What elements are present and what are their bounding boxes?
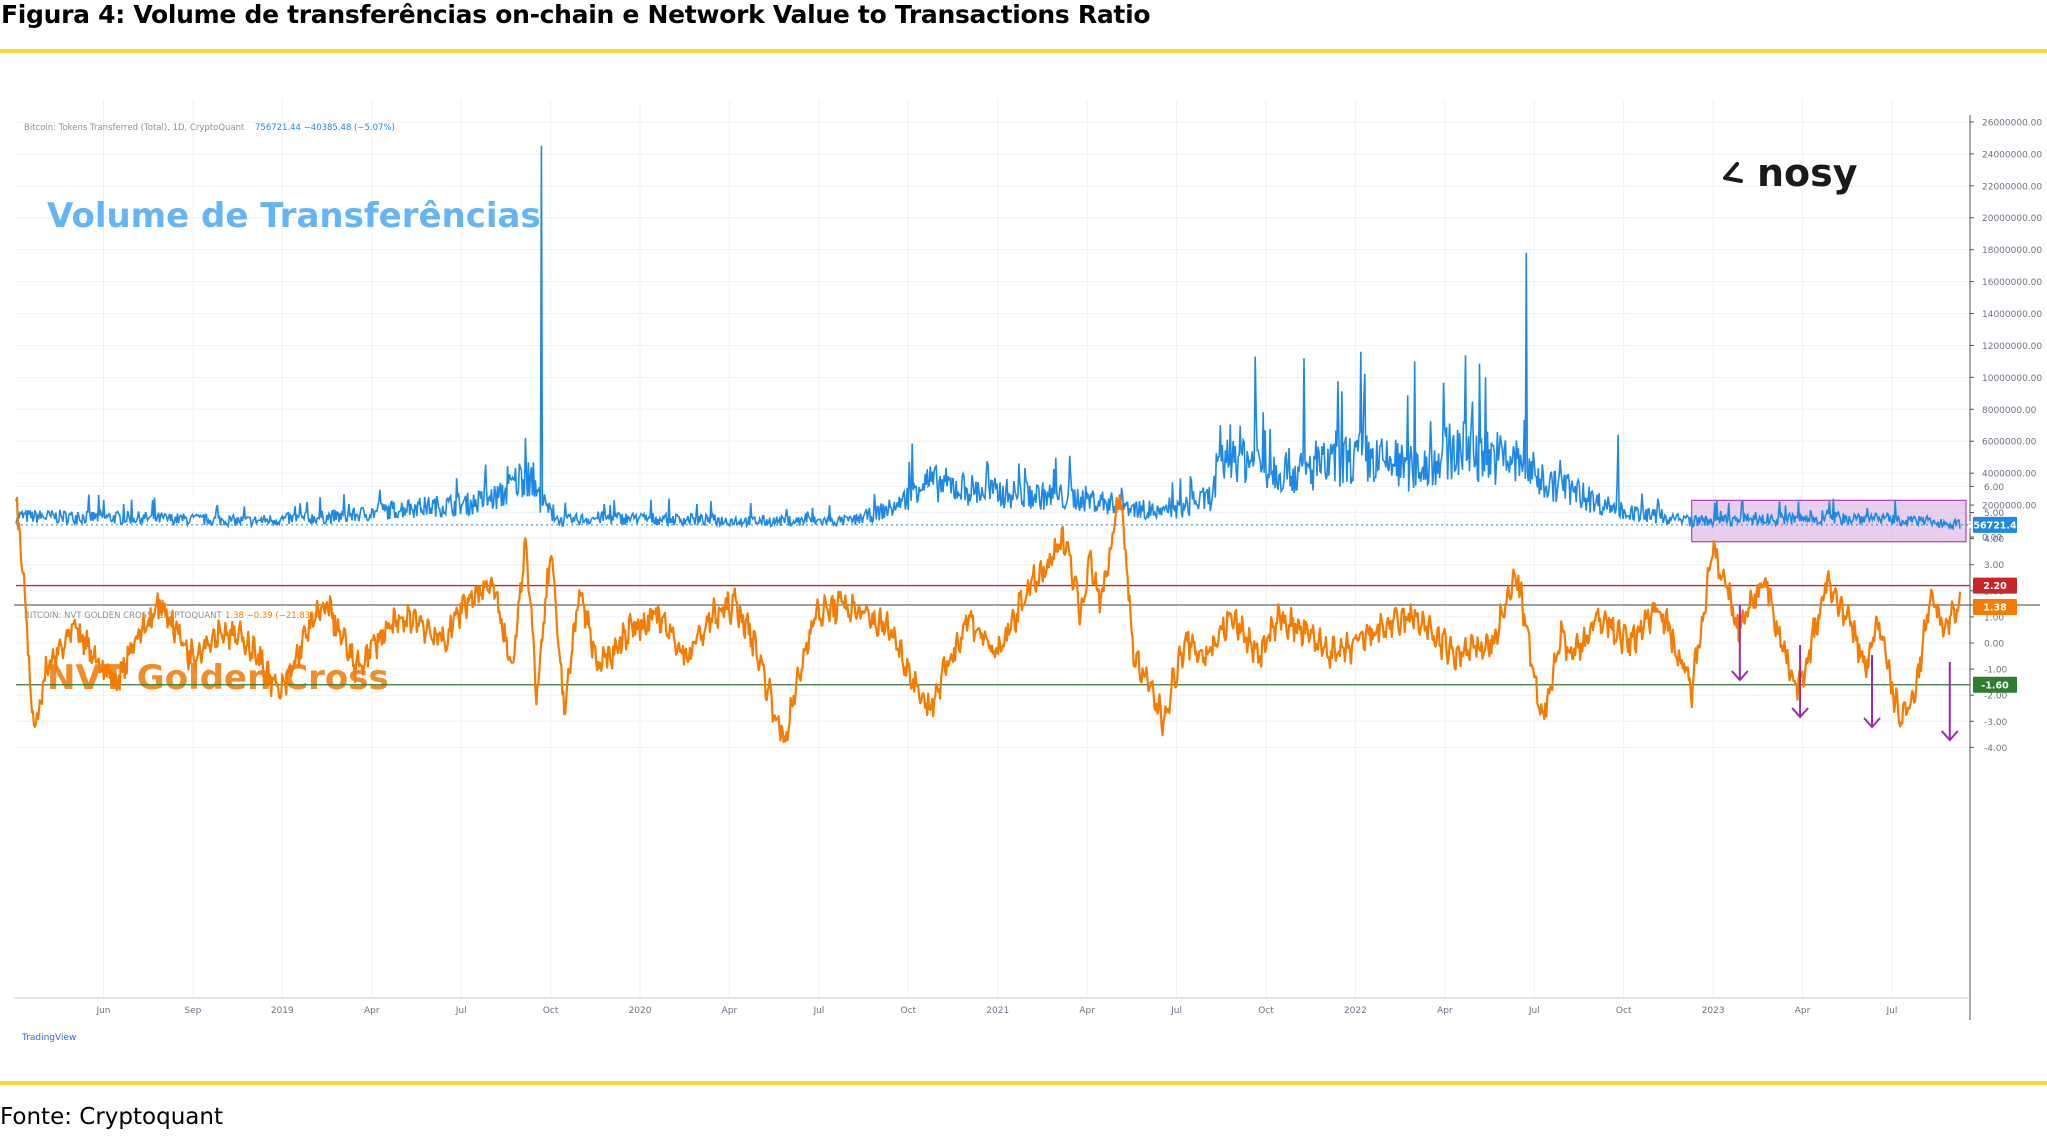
- nosy-logo: nosy: [1723, 151, 1858, 195]
- nvt-axis-tick-label: 1.00: [1984, 613, 2004, 623]
- nvt-last-badge-text: 1.38: [1983, 602, 2007, 613]
- nvt-axis-tick-label: -2.00: [1984, 692, 2008, 702]
- time-axis-tick-label: Jul: [1886, 1006, 1898, 1016]
- volume-axis-tick-label: 12000000.00: [1982, 342, 2042, 352]
- nvt-axis-tick-label: -3.00: [1984, 718, 2008, 728]
- nvt-axis-tick-label: -1.00: [1984, 666, 2008, 676]
- time-axis-tick-label: 2022: [1344, 1006, 1367, 1016]
- time-axis-tick-label: Jul: [1170, 1006, 1182, 1016]
- signal-arrow-head: [1791, 707, 1809, 719]
- volume-axis-tick-label: 20000000.00: [1982, 214, 2042, 224]
- tradingview-watermark: TradingView: [21, 1033, 76, 1043]
- volume-axis-tick-label: 6000000.00: [1982, 438, 2037, 448]
- volume-axis-tick-label: 14000000.00: [1982, 310, 2042, 320]
- lower-threshold-badge-text: -1.60: [1981, 680, 2009, 691]
- volume-axis-tick-label: 10000000.00: [1982, 374, 2042, 384]
- signal-arrow-head: [1863, 717, 1881, 729]
- volume-axis-tick-label: 24000000.00: [1982, 150, 2042, 160]
- time-axis-tick-label: Sep: [184, 1006, 201, 1016]
- volume-axis-ticks: 0.00 2000000.00 4000000.00 6000000.00 800000…: [1970, 118, 2042, 544]
- signal-arrow-head: [1731, 670, 1749, 682]
- time-axis-tick-label: Oct: [1616, 1006, 1632, 1016]
- nvt-axis-tick-label: 6.00: [1984, 483, 2004, 493]
- bottom-divider: [0, 1081, 2047, 1085]
- top-divider: [0, 49, 2047, 53]
- volume-axis-tick-label: 8000000.00: [1982, 406, 2037, 416]
- nvt-axis-tick-label: 3.00: [1984, 561, 2004, 571]
- nvt-axis-tick-label: 0.00: [1984, 640, 2004, 650]
- volume-axis-tick-label: 22000000.00: [1982, 182, 2042, 192]
- chart-panel: Bitcoin: Tokens Transferred (Total), 1D,…: [14, 100, 2042, 1043]
- time-axis-tick-label: Apr: [1437, 1006, 1453, 1016]
- volume-last-badge-text: 756721.44: [1967, 520, 2024, 531]
- time-axis-tick-label: Jun: [95, 1006, 110, 1016]
- time-axis-tick-label: 2020: [629, 1006, 652, 1016]
- signal-arrows: [1731, 605, 1959, 742]
- nosy-logo-icon: [1723, 162, 1743, 183]
- volume-last-badge-bg: [1973, 516, 2017, 533]
- volume-legend: Bitcoin: Tokens Transferred (Total), 1D,…: [24, 123, 245, 133]
- time-axis-tick-label: Jul: [455, 1006, 467, 1016]
- nosy-logo-text: nosy: [1757, 151, 1858, 195]
- volume-axis-tick-label: 0.00: [1982, 534, 2002, 544]
- time-axis-tick-label: Oct: [1258, 1006, 1274, 1016]
- time-axis-tick-label: Apr: [1795, 1006, 1811, 1016]
- time-axis-tick-label: 2021: [986, 1006, 1009, 1016]
- signal-arrow-head: [1941, 730, 1959, 742]
- time-axis-tick-label: Jul: [1528, 1006, 1540, 1016]
- nvt-axis-tick-label: 5.00: [1984, 509, 2004, 519]
- time-axis-tick-label: 2019: [271, 1006, 294, 1016]
- volume-axis-tick-label: 26000000.00: [1982, 118, 2042, 128]
- volume-series-line: [15, 145, 1961, 532]
- nvt-series-line: [14, 494, 1962, 744]
- nvt-last-badge-bg: [1973, 598, 2017, 615]
- time-axis-tick-label: Oct: [901, 1006, 917, 1016]
- nvt-legend-values: 1.38 −0.39 (−21.83%): [225, 611, 322, 621]
- time-axis-tick-label: Apr: [1079, 1006, 1095, 1016]
- nvt-legend: BITCOIN: NVT GOLDEN CROSS, CRYPTOQUANT: [24, 611, 222, 621]
- time-axis-tick-label: Apr: [364, 1006, 380, 1016]
- time-axis-tick-label: 2023: [1702, 1006, 1725, 1016]
- lower-threshold-badge-bg: [1973, 676, 2017, 693]
- source-note: Fonte: Cryptoquant: [0, 1104, 223, 1130]
- time-axis-tick-label: Oct: [543, 1006, 559, 1016]
- figure-title: Figura 4: Volume de transferências on-ch…: [1, 0, 1151, 29]
- upper-threshold-badge-bg: [1973, 577, 2017, 594]
- nvt-axis-tick-label: 4.00: [1984, 535, 2004, 545]
- volume-axis-tick-label: 16000000.00: [1982, 278, 2042, 288]
- time-axis-ticks: Jun Sep 2019 Apr Jul Oct 2020 Apr Jul Oct 2021 Apr J…: [95, 1006, 1897, 1016]
- time-axis-tick-label: Jul: [812, 1006, 824, 1016]
- volume-axis-tick-label: 2000000.00: [1982, 502, 2037, 512]
- volume-axis-tick-label: 4000000.00: [1982, 470, 2037, 480]
- time-axis-tick-label: Apr: [722, 1006, 738, 1016]
- upper-threshold-badge-text: 2.20: [1983, 581, 2007, 592]
- axis-value-badges: 756721.44 2.20 1.38 -1.60: [1967, 516, 2024, 693]
- volume-legend-values: 756721.44 −40385.48 (−5.07%): [255, 123, 395, 133]
- volume-panel-label: Volume de Transferências: [47, 196, 541, 236]
- volume-axis-tick-label: 18000000.00: [1982, 246, 2042, 256]
- nvt-axis-tick-label: -4.00: [1984, 744, 2008, 754]
